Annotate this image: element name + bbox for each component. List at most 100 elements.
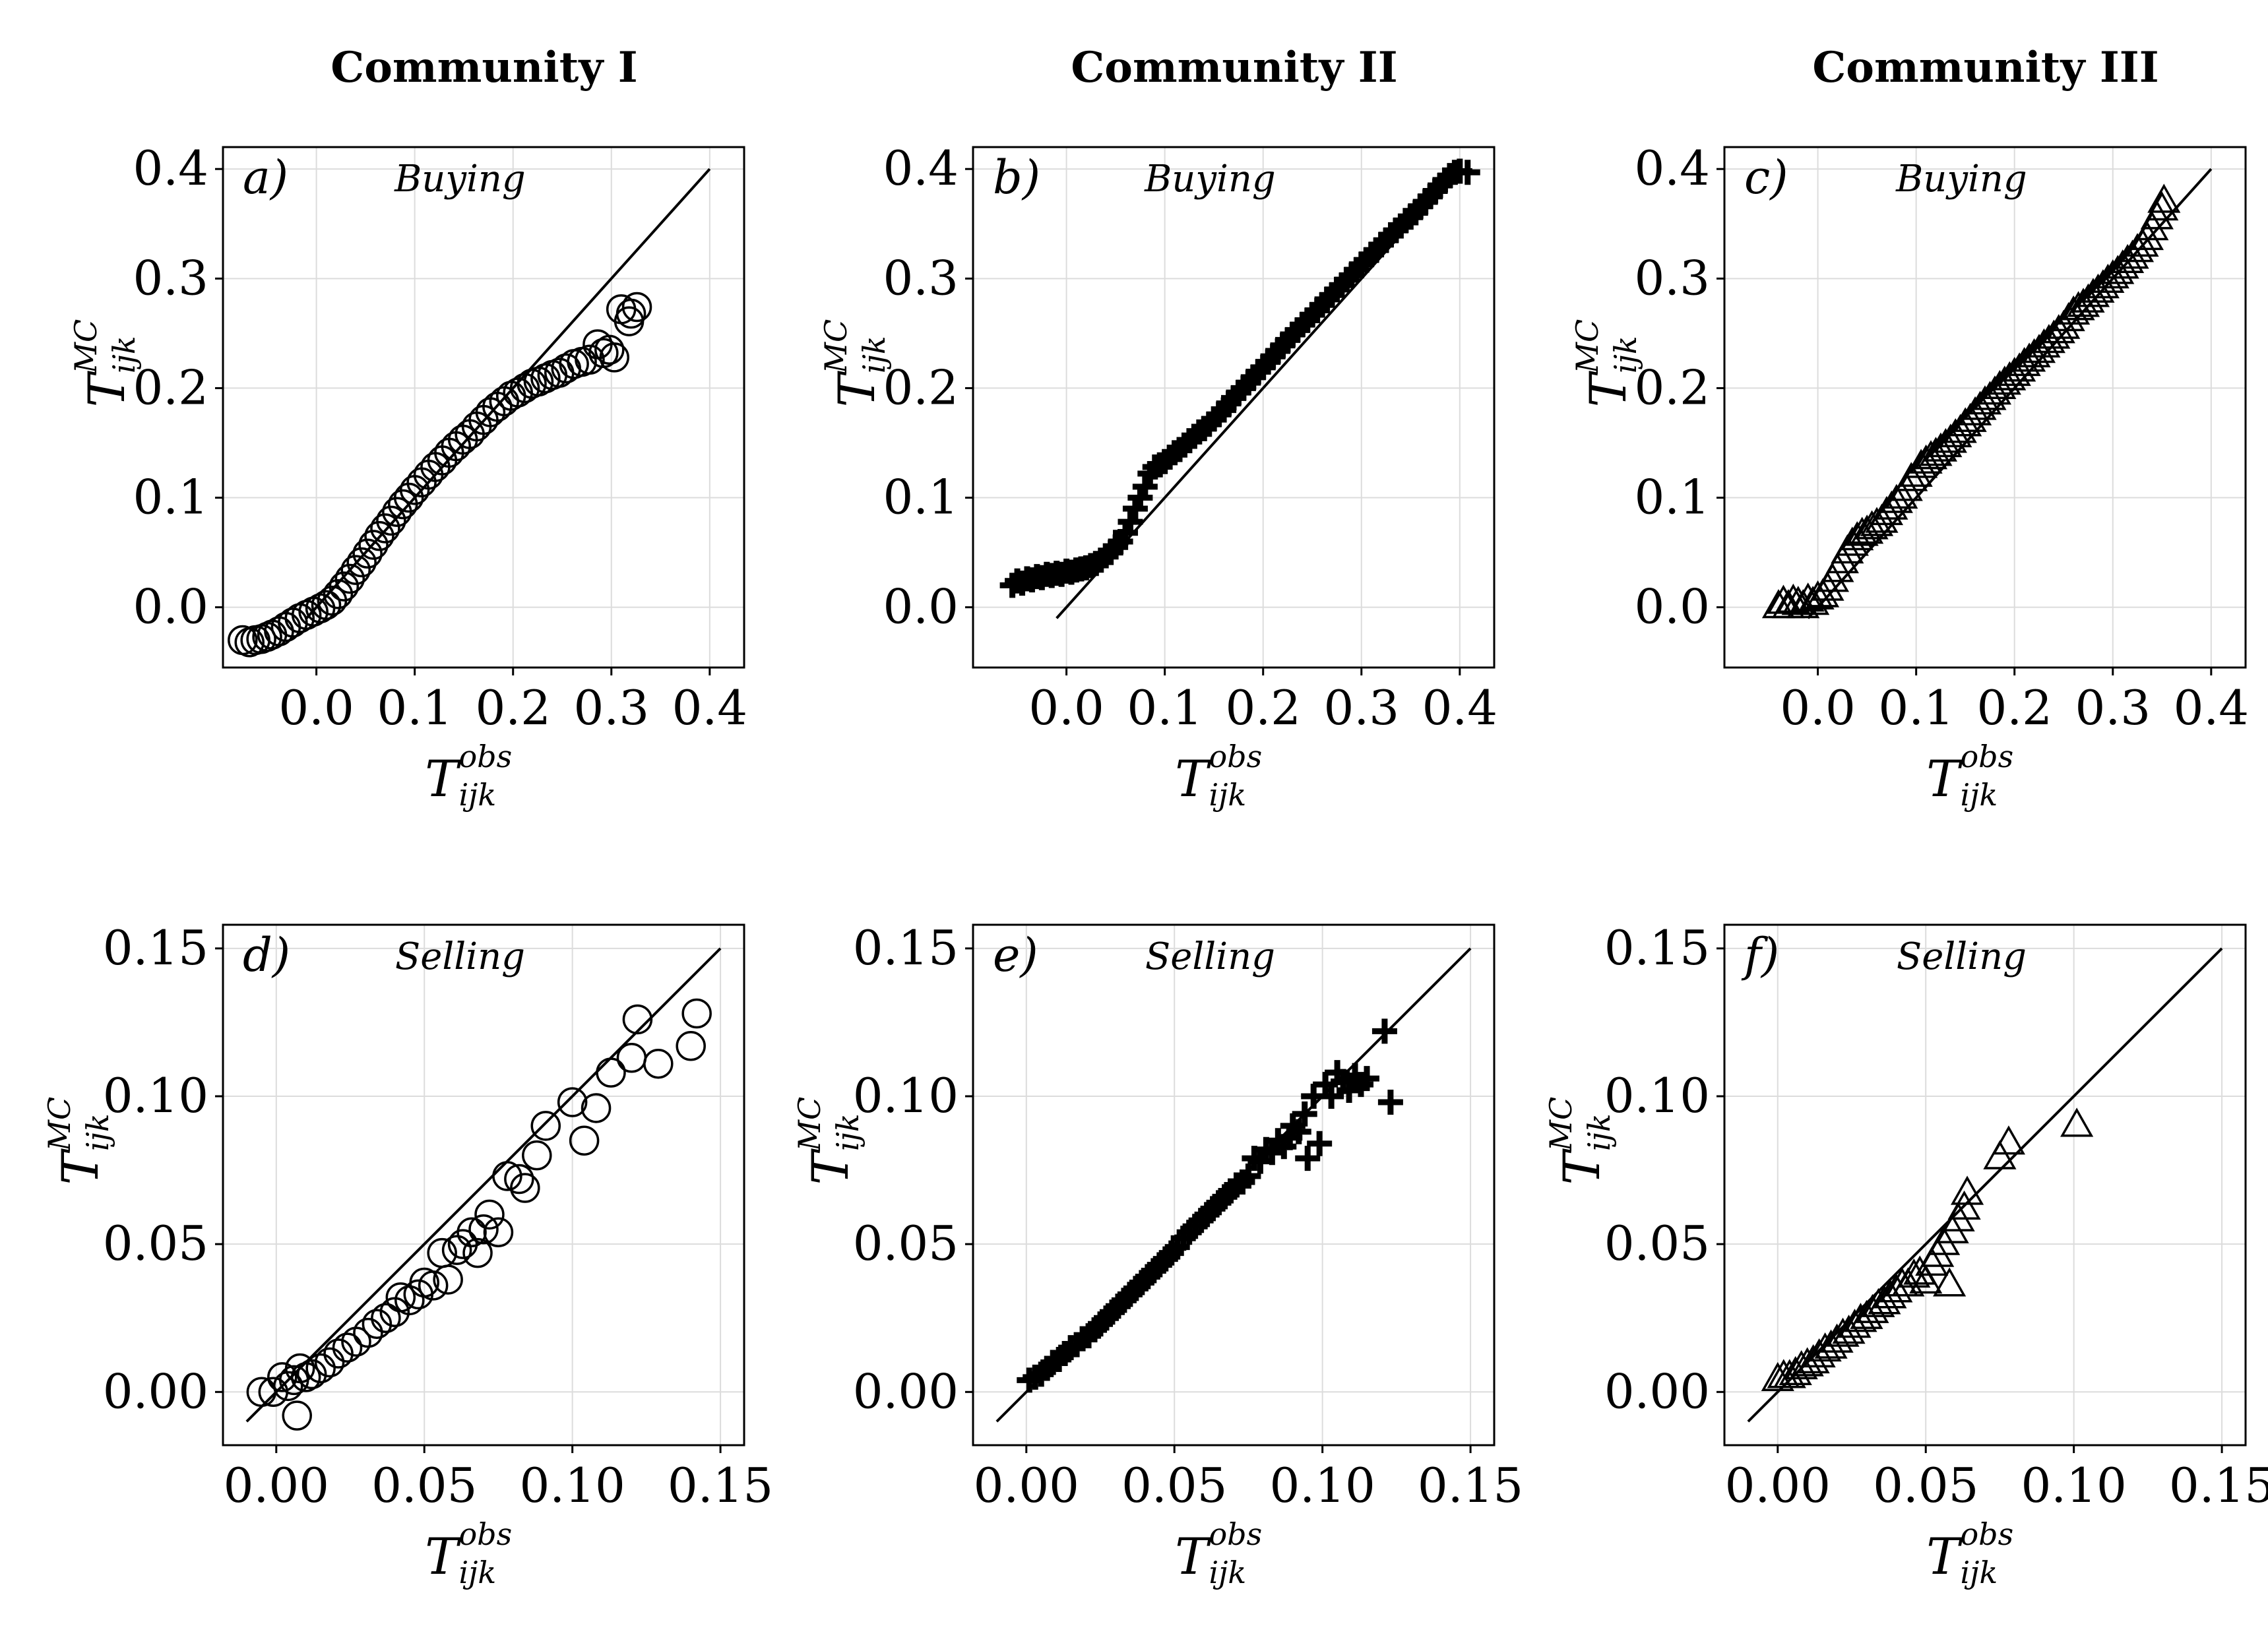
data-point <box>362 1309 393 1339</box>
y-tick-label: 0.15 <box>853 920 959 976</box>
x-tick-label: 0.0 <box>1780 680 1856 735</box>
x-tick-label: 0.00 <box>1725 1458 1831 1513</box>
y-tick-label: 0.0 <box>1634 579 1710 635</box>
y-tick-label: 0.05 <box>103 1216 208 1271</box>
data-point <box>1934 423 1967 453</box>
x-axis-label: T <box>1175 1527 1212 1586</box>
x-tick-label: 0.4 <box>1422 680 1498 735</box>
y-tick-label: 0.10 <box>1604 1068 1710 1123</box>
y-tick-label: 0.1 <box>1634 470 1710 525</box>
identity-line <box>305 168 711 619</box>
y-axis-label-group: TMC ijk <box>1543 1097 1617 1185</box>
y-tick-label: 0.05 <box>853 1216 959 1271</box>
y-tick-label: 0.05 <box>1604 1216 1710 1271</box>
x-tick-label: 0.0 <box>1028 680 1104 735</box>
x-axis-label-superscript: obs <box>458 739 512 774</box>
data-point <box>1292 1101 1317 1127</box>
x-tick-label: 0.1 <box>1127 680 1203 735</box>
y-tick-label: 0.0 <box>133 579 208 635</box>
data-point <box>474 1199 505 1230</box>
data-point <box>2012 342 2046 372</box>
data-point <box>1286 1119 1311 1144</box>
data-point <box>376 505 406 536</box>
data-point <box>1924 432 1958 462</box>
data-point <box>358 530 389 560</box>
data-point <box>370 513 400 544</box>
data-point <box>1968 385 2002 415</box>
data-points <box>1761 1107 2094 1391</box>
y-tick-label: 0.15 <box>103 920 208 976</box>
y-axis-label-superscript: MC <box>42 1097 77 1152</box>
data-point <box>622 1004 653 1035</box>
data-point <box>676 1031 706 1061</box>
data-point <box>557 1087 588 1117</box>
x-tick-label: 0.00 <box>224 1458 329 1513</box>
y-axis-label-superscript: MC <box>818 319 854 374</box>
data-point <box>364 520 394 551</box>
data-points <box>246 998 712 1431</box>
x-axis-label-subscript: ijk <box>458 1555 496 1590</box>
y-tick-label: 0.10 <box>853 1068 959 1123</box>
x-tick-label: 0.15 <box>1418 1458 1523 1513</box>
y-axis-label: T <box>827 371 886 408</box>
x-tick-label: 0.3 <box>2075 680 2151 735</box>
data-point <box>1319 1084 1344 1109</box>
panel-subtitle: Buying <box>1895 158 2027 201</box>
y-axis-label-superscript: MC <box>1543 1097 1579 1152</box>
y-axis-label: T <box>51 1148 110 1185</box>
data-point <box>2096 259 2129 289</box>
plot-frame <box>222 923 745 1447</box>
panel-subtitle: Buying <box>1144 158 1276 201</box>
y-tick-label: 0.3 <box>1634 250 1710 305</box>
panel-a: 0.0 0.1 0.2 0.3 0.4 0.0 0.1 0.2 0.3 0.4 a) Buying T o… <box>68 140 747 813</box>
data-point <box>569 1125 600 1156</box>
data-point <box>323 578 354 609</box>
data-point <box>1236 1164 1261 1189</box>
data-point <box>352 538 383 569</box>
identity-line <box>245 947 722 1423</box>
y-tick-label: 0.1 <box>883 470 959 525</box>
y-axis-label-group: TMC ijk <box>42 1097 115 1185</box>
data-point <box>1808 1332 1842 1362</box>
data-point <box>1371 1018 1397 1044</box>
x-axis-label-superscript: obs <box>1209 739 1262 774</box>
data-point <box>2086 269 2120 299</box>
x-tick-label: 0.3 <box>574 680 650 735</box>
x-tick-label: 0.2 <box>475 680 551 735</box>
data-point <box>1855 510 1889 540</box>
y-tick-label: 0.00 <box>1604 1363 1710 1419</box>
data-point <box>1998 356 2031 387</box>
panel-letter: c) <box>1744 150 1788 204</box>
data-point <box>273 1371 303 1402</box>
data-point <box>2017 338 2051 367</box>
panel-c: 0.0 0.1 0.2 0.3 0.4 0.0 0.1 0.2 0.3 0.4 c) Buying T o… <box>1569 140 2249 813</box>
data-point <box>2032 324 2065 354</box>
data-point <box>1973 381 2007 410</box>
data-point <box>1841 521 1874 551</box>
plot-frame <box>1723 923 2247 1447</box>
x-tick-label: 0.4 <box>2174 680 2250 735</box>
column-title-community-2: Community II <box>1071 43 1397 92</box>
data-point <box>334 563 365 594</box>
panel-letter: a) <box>243 150 288 204</box>
data-point <box>340 555 371 585</box>
data-point <box>1860 507 1894 536</box>
data-point <box>1307 1131 1333 1156</box>
data-point <box>1850 514 1884 544</box>
data-point <box>267 1362 298 1392</box>
x-tick-label: 0.4 <box>672 680 748 735</box>
y-axis-label-group: TMC ijk <box>1569 319 1643 408</box>
panel-subtitle: Selling <box>1145 935 1275 978</box>
data-point <box>596 1057 626 1088</box>
data-point <box>1992 1125 2025 1155</box>
panel-d: 0.00 0.05 0.10 0.15 0.00 0.05 0.10 0.15 d) Sellin… <box>42 920 773 1590</box>
data-point <box>1844 1303 1877 1332</box>
y-tick-label: 0.2 <box>1634 359 1710 415</box>
data-point <box>2076 278 2110 307</box>
data-point <box>2071 283 2105 313</box>
x-tick-label: 0.3 <box>1324 680 1400 735</box>
x-axis-label-subscript: ijk <box>1209 1555 1246 1590</box>
x-tick-label: 0.1 <box>1878 680 1954 735</box>
y-tick-label: 0.15 <box>1604 920 1710 976</box>
panel-letter: e) <box>993 928 1038 982</box>
